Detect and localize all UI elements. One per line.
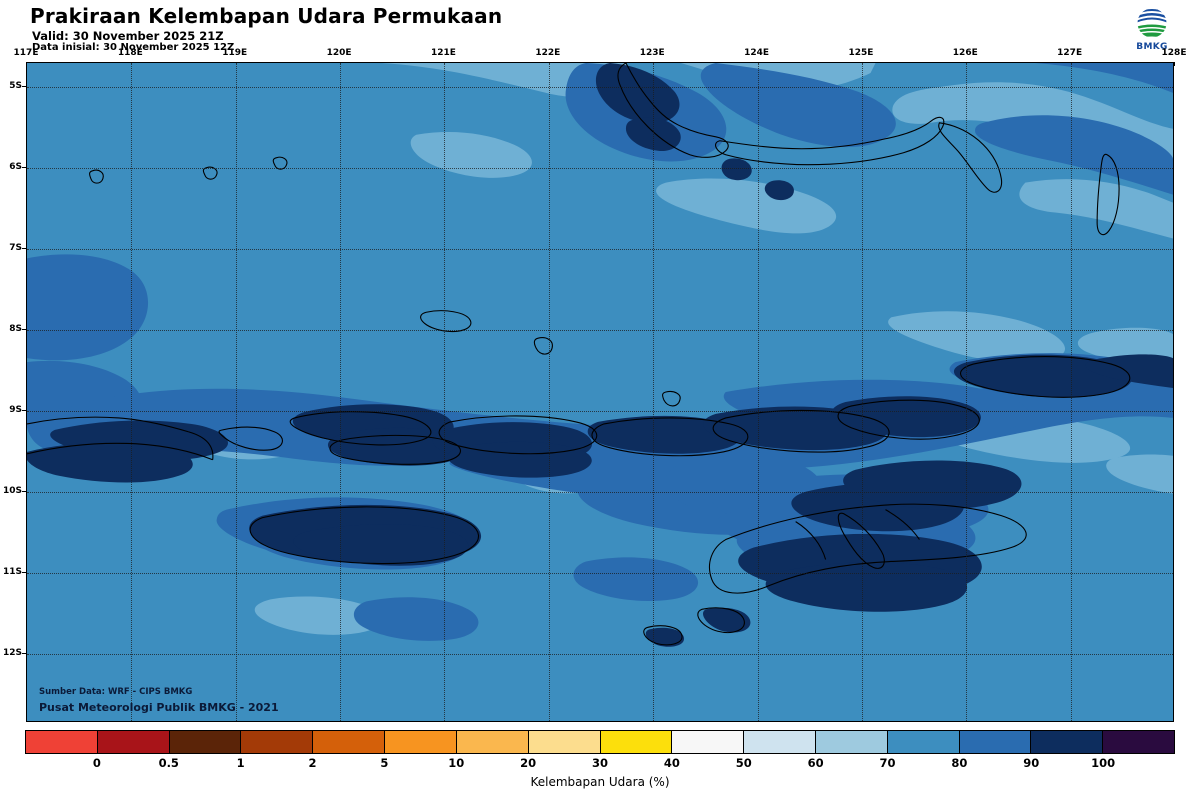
valid-time-label: Valid: 30 November 2025 21Z [32,29,224,43]
x-axis-label: 121E [430,48,456,58]
y-axis-tick [22,329,26,331]
colorbar-tick-label: 80 [951,756,968,770]
humidity-contour-map [27,63,1173,721]
x-axis-label: 126E [952,48,978,58]
colorbar-tick-label: 5 [380,756,389,770]
x-axis-label: 117E [13,48,39,58]
colorbar-tick-label: 60 [807,756,824,770]
colorbar-tick-label: 90 [1023,756,1040,770]
colorbar-segment[interactable] [1103,731,1174,753]
colorbar-tick-label: 0.5 [158,756,179,770]
colorbar-segment[interactable] [744,731,816,753]
y-axis-tick [22,86,26,88]
colorbar-tick-label: 1 [236,756,245,770]
y-axis-label: 10S [2,486,22,497]
bmkg-logo-label: BMKG [1136,42,1168,52]
colorbar-tick-label: 20 [520,756,537,770]
x-axis-label: 124E [744,48,769,58]
y-axis-tick [22,248,26,250]
colorbar-segment[interactable] [815,731,888,753]
colorbar-segment[interactable] [385,731,457,753]
colorbar-tick-label: 100 [1091,756,1116,770]
x-axis-tick [1174,62,1175,66]
colorbar-tick-label: 70 [879,756,896,770]
colorbar-tick-label: 10 [448,756,465,770]
y-axis-tick [22,491,26,493]
colorbar-segment[interactable] [241,731,314,753]
bmkg-logo: BMKG [1122,6,1182,54]
x-axis-label: 123E [639,48,665,58]
colorbar[interactable] [25,730,1175,754]
y-axis-tick [22,410,26,412]
x-axis-label: 125E [848,48,874,58]
colorbar-segment[interactable] [97,731,170,753]
colorbar-segment[interactable] [313,731,386,753]
page-title: Prakiraan Kelembapan Udara Permukaan [30,4,503,28]
fill-band-90-100-group [27,63,1173,647]
x-axis-label: 128E [1161,48,1187,58]
y-axis-label: 8S [9,324,22,335]
x-axis-label: 122E [535,48,561,58]
y-axis-tick [22,167,26,169]
colorbar-tick-label: 0 [92,756,101,770]
x-axis-label: 127E [1057,48,1083,58]
colorbar-title: Kelembapan Udara (%) [530,775,670,789]
x-axis-label: 119E [222,48,248,58]
colorbar-tick-label: 2 [308,756,317,770]
colorbar-segment[interactable] [887,731,960,753]
colorbar-segment[interactable] [1031,731,1104,753]
y-axis-label: 7S [9,243,22,254]
y-axis-label: 12S [2,648,22,659]
colorbar-tick-label: 30 [591,756,609,770]
header: Prakiraan Kelembapan Udara Permukaan Val… [0,0,1200,56]
colorbar-segment[interactable] [26,731,98,753]
source-credit: Sumber Data: WRF - CIPS BMKG [39,687,193,697]
y-axis-label: 11S [2,567,22,578]
colorbar-tick-label: 50 [735,756,752,770]
producer-credit: Pusat Meteorologi Publik BMKG - 2021 [39,701,279,714]
y-axis-label: 9S [9,405,22,416]
y-axis-tick [22,653,26,655]
y-axis-label: 5S [9,81,22,92]
bmkg-logo-icon [1136,7,1168,39]
x-axis-label: 118E [117,48,143,58]
y-axis-label: 6S [9,162,22,173]
colorbar-segment[interactable] [528,731,601,753]
colorbar-tick-label: 40 [663,756,680,770]
colorbar-segment[interactable] [959,731,1032,753]
y-axis-tick [22,572,26,574]
x-axis-label: 120E [326,48,352,58]
colorbar-segment[interactable] [456,731,529,753]
initial-data-label: Data inisial: 30 November 2025 12Z [32,42,235,53]
colorbar-segment[interactable] [169,731,242,753]
colorbar-segment[interactable] [672,731,745,753]
map-plot-area[interactable]: Sumber Data: WRF - CIPS BMKG Pusat Meteo… [26,62,1174,722]
colorbar-segment[interactable] [600,731,673,753]
